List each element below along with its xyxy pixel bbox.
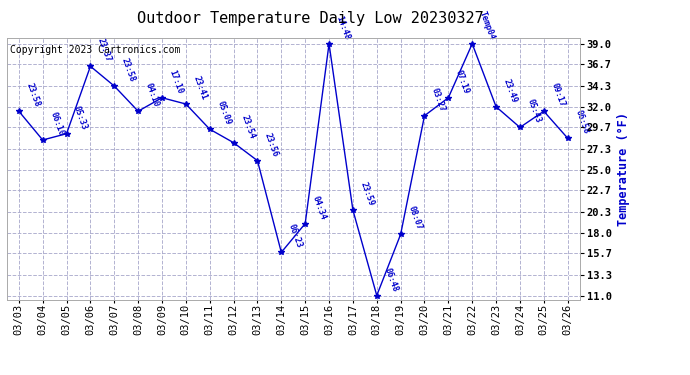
- Text: 06:58: 06:58: [573, 109, 590, 135]
- Text: Copyright 2023 Cartronics.com: Copyright 2023 Cartronics.com: [10, 45, 180, 56]
- Text: 05:33: 05:33: [72, 104, 89, 131]
- Text: 17:10: 17:10: [168, 68, 184, 95]
- Text: Outdoor Temperature Daily Low 20230327: Outdoor Temperature Daily Low 20230327: [137, 11, 484, 26]
- Text: 09:17: 09:17: [549, 82, 566, 108]
- Text: 06:48: 06:48: [382, 266, 400, 293]
- Text: 07:19: 07:19: [454, 68, 471, 95]
- Text: 06:23: 06:23: [287, 223, 304, 250]
- Text: 04:10: 04:10: [144, 82, 161, 108]
- Text: 23:59: 23:59: [359, 181, 375, 207]
- Text: 06:10: 06:10: [48, 111, 66, 137]
- Text: 23:56: 23:56: [263, 131, 280, 158]
- Text: 05:43: 05:43: [526, 98, 542, 124]
- Text: 23:49: 23:49: [502, 77, 519, 104]
- Text: 23:58: 23:58: [24, 82, 41, 108]
- Y-axis label: Temperature (°F): Temperature (°F): [617, 112, 630, 226]
- Text: 14:48: 14:48: [335, 15, 352, 41]
- Text: Temp04: Temp04: [477, 10, 497, 41]
- Text: 05:09: 05:09: [215, 100, 233, 126]
- Text: 23:41: 23:41: [191, 75, 208, 101]
- Text: 04:34: 04:34: [310, 194, 328, 221]
- Text: 03:27: 03:27: [430, 86, 447, 113]
- Text: 08:07: 08:07: [406, 205, 423, 232]
- Text: 23:37: 23:37: [96, 37, 113, 63]
- Text: 23:58: 23:58: [120, 57, 137, 83]
- Text: 23:54: 23:54: [239, 113, 256, 140]
